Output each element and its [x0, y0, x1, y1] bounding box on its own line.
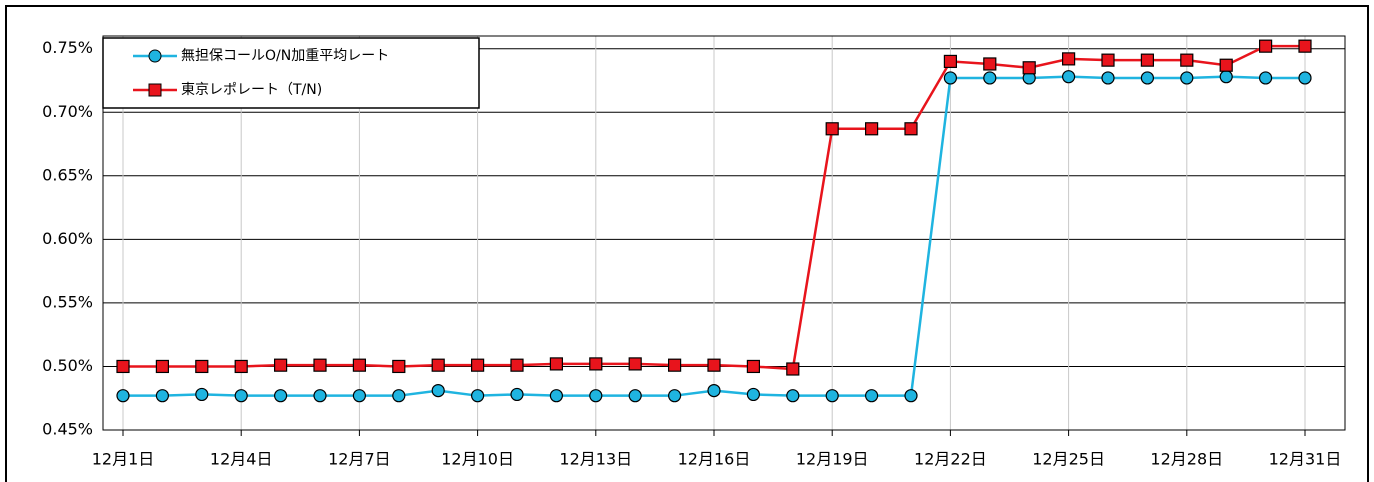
x-tick-label: 12月1日 — [92, 450, 155, 469]
legend-label: 無担保コールO/N加重平均レート — [181, 48, 389, 64]
marker — [628, 357, 642, 371]
marker — [746, 359, 761, 374]
marker — [1061, 70, 1076, 84]
plot-area — [102, 35, 1346, 431]
marker — [510, 387, 524, 402]
marker — [864, 122, 879, 136]
marker — [234, 359, 248, 374]
legend-marker — [148, 83, 162, 97]
marker — [471, 389, 485, 403]
x-tick-label: 12月10日 — [441, 450, 514, 469]
marker — [667, 358, 682, 372]
legend-label: 東京レポレート（T/N) — [181, 82, 322, 98]
x-tick-label: 12月25日 — [1032, 450, 1105, 469]
marker — [825, 122, 839, 136]
y-tick-label: 0.75% — [42, 38, 93, 57]
marker — [431, 358, 445, 372]
marker — [707, 384, 721, 398]
marker — [392, 359, 406, 374]
marker — [1180, 71, 1194, 85]
marker — [1061, 52, 1076, 66]
marker — [234, 389, 248, 403]
x-tick-label: 12月13日 — [559, 450, 632, 469]
marker — [786, 362, 800, 376]
marker — [1258, 39, 1273, 53]
y-tick-label: 0.55% — [42, 292, 93, 311]
x-tick-label: 12月4日 — [210, 450, 273, 469]
marker — [1101, 53, 1115, 67]
marker — [825, 389, 839, 403]
y-tick-label: 0.60% — [42, 229, 93, 248]
marker — [786, 389, 800, 403]
marker — [1298, 71, 1312, 85]
marker — [1101, 71, 1115, 85]
marker — [195, 387, 209, 402]
y-tick-label: 0.70% — [42, 102, 93, 121]
marker — [1022, 61, 1036, 75]
marker — [983, 57, 997, 71]
y-tick-label: 0.45% — [42, 420, 93, 439]
marker — [116, 389, 130, 403]
marker — [195, 359, 209, 374]
marker — [313, 358, 327, 372]
marker — [707, 358, 721, 372]
x-tick-label: 12月28日 — [1150, 450, 1223, 469]
marker — [1180, 53, 1194, 67]
x-tick-label: 12月16日 — [678, 450, 751, 469]
marker — [1258, 71, 1273, 85]
y-tick-label: 0.65% — [42, 165, 93, 184]
marker — [589, 389, 603, 403]
marker — [155, 359, 169, 374]
y-tick-label: 0.50% — [42, 356, 93, 375]
x-tick-label: 12月22日 — [914, 450, 987, 469]
legend-marker — [148, 49, 162, 63]
marker — [983, 71, 997, 85]
marker — [352, 358, 366, 372]
marker — [904, 389, 918, 403]
marker — [1298, 39, 1312, 53]
marker — [392, 389, 406, 403]
marker — [155, 389, 169, 403]
x-tick-label: 12月31日 — [1269, 450, 1342, 469]
marker — [628, 389, 642, 403]
marker — [746, 387, 761, 402]
marker — [549, 357, 564, 371]
marker — [274, 358, 288, 372]
marker — [589, 357, 603, 371]
marker — [313, 389, 327, 403]
marker — [943, 54, 958, 69]
marker — [667, 389, 682, 403]
marker — [510, 358, 524, 372]
marker — [1219, 70, 1233, 84]
marker — [549, 389, 564, 403]
marker — [1140, 71, 1155, 85]
marker — [943, 71, 958, 85]
marker — [116, 359, 130, 374]
marker — [431, 384, 445, 398]
marker — [904, 122, 918, 136]
marker — [471, 358, 485, 372]
x-tick-label: 12月7日 — [328, 450, 391, 469]
legend-box — [102, 37, 480, 109]
x-tick-label: 12月19日 — [796, 450, 869, 469]
marker — [352, 389, 366, 403]
marker — [1219, 58, 1233, 72]
marker — [1140, 53, 1155, 67]
marker — [274, 389, 288, 403]
marker — [864, 389, 879, 403]
